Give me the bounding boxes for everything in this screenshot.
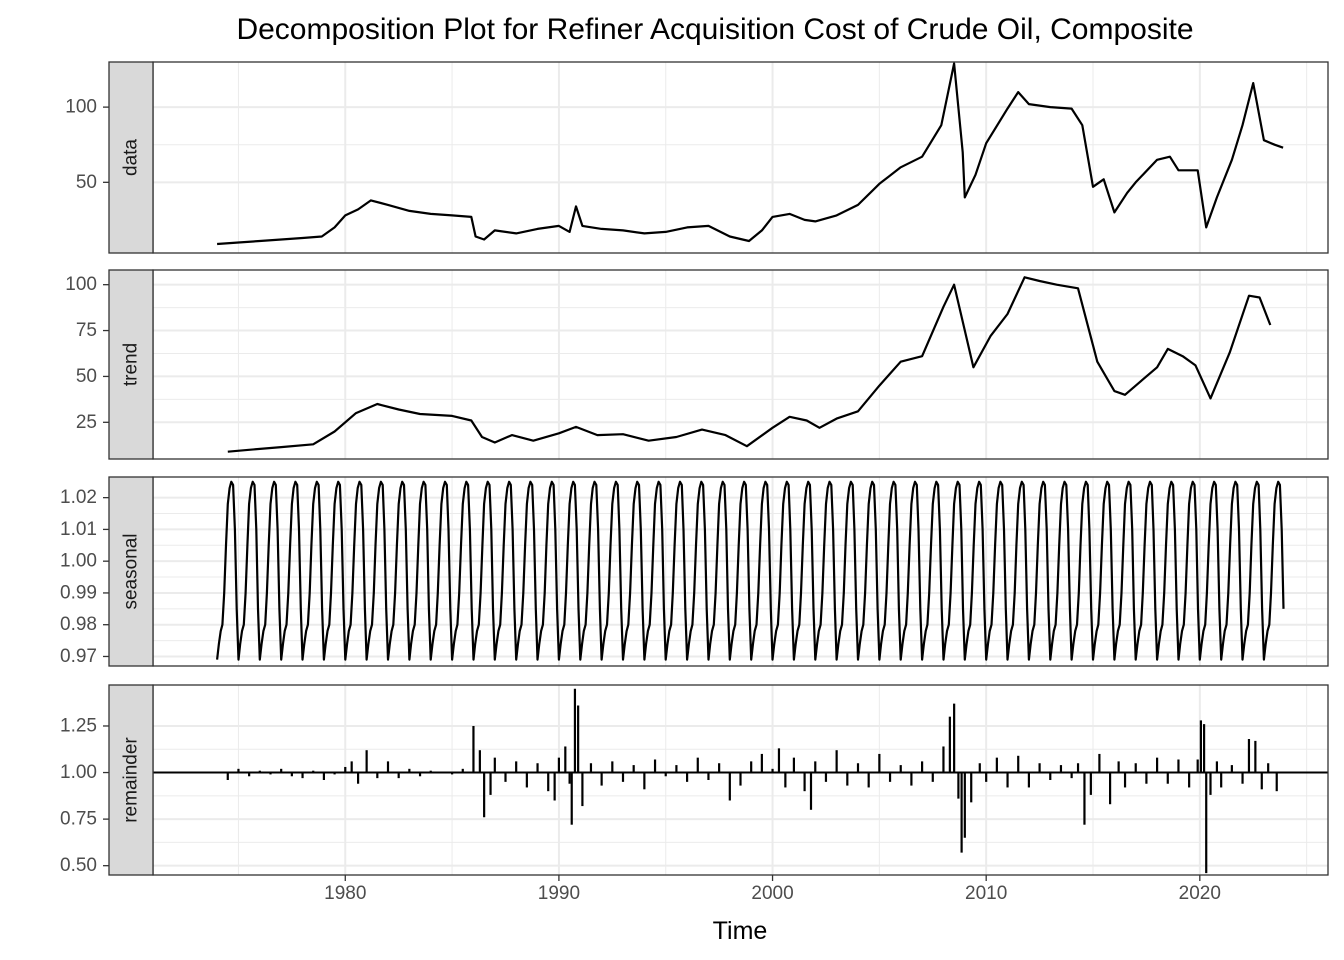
strip-label: trend [121,343,142,386]
y-tick-label: 0.99 [60,582,97,603]
y-tick-label: 100 [65,274,97,295]
strip-remainder [108,684,154,876]
panel-seasonal: seasonal 0.97 0.98 0.99 1.00 1.01 1.02 [60,476,1329,667]
strip-seasonal [108,476,154,667]
y-tick-label: 1.25 [60,715,97,736]
y-tick-label: 0.97 [60,646,97,667]
y-tick-label: 1.02 [60,487,97,508]
panel-remainder: remainder 0.50 0.75 1.00 1.25 [60,684,1329,876]
y-tick-label: 50 [76,172,97,193]
y-tick-label: 100 [65,97,97,118]
x-tick-label: 1990 [538,883,580,904]
y-tick-label: 0.98 [60,614,97,635]
strip-label: seasonal [121,533,142,609]
y-tick-label: 25 [76,412,97,433]
x-tick-label: 1980 [324,883,366,904]
x-tick-label: 2010 [965,883,1007,904]
y-tick-label: 1.01 [60,519,97,540]
x-axis: 1980 1990 2000 2010 2020 [324,875,1221,904]
x-tick-label: 2000 [751,883,793,904]
x-axis-title: Time [713,917,768,945]
strip-trend [108,269,154,460]
x-tick-label: 2020 [1179,883,1221,904]
y-tick-label: 0.75 [60,809,97,830]
y-tick-label: 50 [76,366,97,387]
y-tick-label: 1.00 [60,762,97,783]
y-tick-label: 0.50 [60,855,97,876]
trend-series-line [227,276,1272,453]
strip-label: remainder [121,737,142,823]
panel-background [153,270,1328,459]
data-series-line [217,62,1284,246]
panel-trend: trend 25 50 75 100 [65,269,1329,460]
seasonal-series-line [216,480,1285,661]
strip-label: data [121,139,142,176]
y-tick-label: 75 [76,320,97,341]
strip-data [108,61,154,254]
y-tick-label: 1.00 [60,551,97,572]
chart-title: Decomposition Plot for Refiner Acquisiti… [236,13,1193,46]
panel-data: data 50 100 [65,61,1329,254]
panel-background [153,62,1328,253]
panels-group: data 50 100 trend 25 50 75 100 seasonal 0.97 0.98 0… [60,61,1329,876]
